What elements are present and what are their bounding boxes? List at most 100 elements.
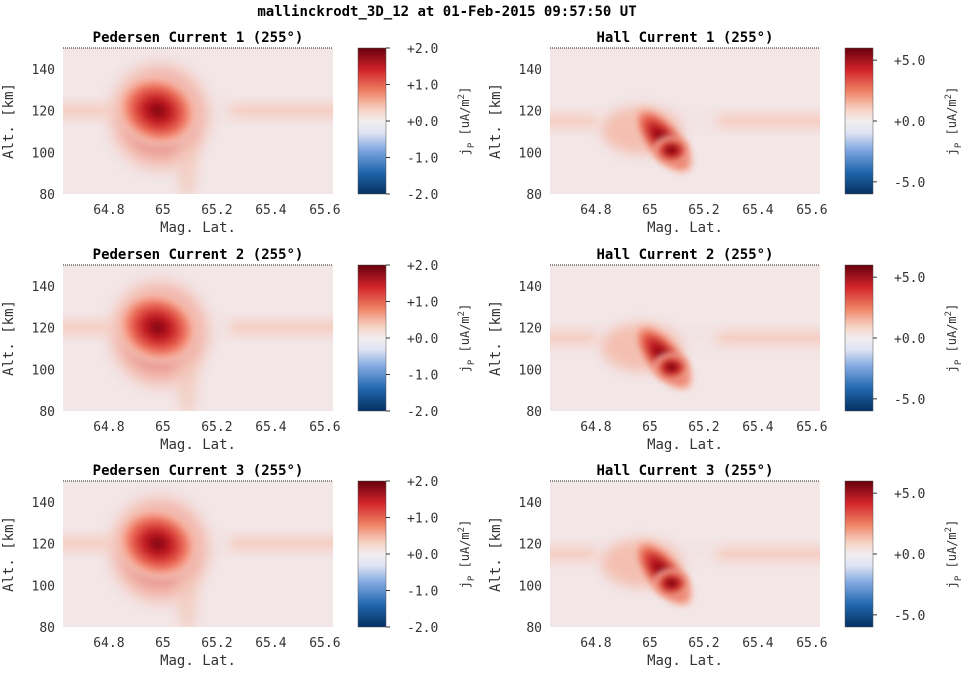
- colorbar: [357, 47, 387, 195]
- y-axis-label: Alt. [km]: [488, 83, 504, 159]
- heatmap-field: [63, 271, 333, 411]
- y-axis-label: Alt. [km]: [1, 516, 17, 592]
- colorbar-label: jP [uA/m2]: [944, 304, 964, 373]
- y-axis-label: Alt. [km]: [1, 300, 17, 376]
- colorbar: [357, 480, 387, 628]
- heatmap-field: [550, 104, 820, 177]
- x-axis-label: Mag. Lat.: [647, 653, 723, 669]
- y-tick-label: 120: [519, 322, 542, 337]
- figure-title: mallinckrodt_3D_12 at 01-Feb-2015 09:57:…: [257, 4, 636, 20]
- panel-title: Hall Current 1 (255°): [596, 30, 773, 46]
- colorbar-tick-label: +0.0: [407, 115, 438, 130]
- y-tick-label: 80: [39, 621, 55, 636]
- y-tick-label: 80: [526, 188, 542, 203]
- colorbar-tick-label: +1.0: [407, 296, 438, 311]
- x-tick-label: 65.4: [742, 420, 773, 435]
- y-tick-label: 100: [32, 579, 55, 594]
- colorbar-tick-label: -2.0: [407, 621, 438, 636]
- colorbar-tick-label: +1.0: [407, 79, 438, 94]
- y-tick-label: 100: [519, 146, 542, 161]
- x-tick-label: 65.6: [309, 420, 340, 435]
- colorbar: [357, 264, 387, 412]
- colorbar-tick-label: -2.0: [407, 405, 438, 420]
- x-axis-label: Mag. Lat.: [647, 437, 723, 453]
- panel-title: Hall Current 2 (255°): [596, 247, 773, 263]
- y-tick-label: 140: [519, 280, 542, 295]
- x-tick-label: 65: [155, 636, 171, 651]
- heatmap-peak: [113, 504, 202, 583]
- x-tick-label: 65.2: [201, 420, 232, 435]
- y-tick-label: 120: [519, 105, 542, 120]
- x-tick-label: 65.6: [309, 203, 340, 218]
- x-tick-label: 65.6: [796, 636, 827, 651]
- colorbar-tick-label: -2.0: [407, 188, 438, 203]
- x-tick-label: 65.4: [255, 636, 286, 651]
- colorbar-label: jP [uA/m2]: [457, 304, 477, 373]
- colorbar-tick-label: -1.0: [407, 369, 438, 384]
- x-tick-label: 65.4: [255, 420, 286, 435]
- heatmap-field: [63, 54, 333, 194]
- y-tick-label: 100: [32, 146, 55, 161]
- colorbar-tick-label: +1.0: [407, 512, 438, 527]
- y-tick-label: 120: [32, 538, 55, 553]
- colorbar-tick-label: +0.0: [894, 548, 925, 563]
- colorbar-tick-label: +2.0: [407, 259, 438, 274]
- x-tick-label: 65.2: [201, 636, 232, 651]
- x-axis-label: Mag. Lat.: [160, 437, 236, 453]
- heatmap-field: [550, 321, 820, 394]
- x-tick-label: 65: [155, 203, 171, 218]
- y-tick-label: 140: [32, 496, 55, 511]
- x-tick-label: 65.4: [742, 636, 773, 651]
- x-axis-label: Mag. Lat.: [647, 220, 723, 236]
- heatmap-peak: [651, 134, 692, 167]
- heatmap-tail: [177, 571, 198, 627]
- x-tick-label: 65.2: [688, 636, 719, 651]
- y-tick-label: 140: [32, 280, 55, 295]
- colorbar-label: jP [uA/m2]: [944, 520, 964, 589]
- y-tick-label: 80: [526, 405, 542, 420]
- colorbar-tick-label: +5.0: [894, 271, 925, 286]
- y-tick-label: 120: [32, 105, 55, 120]
- colorbar: [844, 480, 874, 628]
- panel-title: Pedersen Current 1 (255°): [93, 30, 304, 46]
- y-tick-label: 100: [519, 579, 542, 594]
- x-tick-label: 64.8: [580, 636, 611, 651]
- x-tick-label: 65: [155, 420, 171, 435]
- colorbar-tick-label: -5.0: [894, 176, 925, 191]
- panel-title: Pedersen Current 2 (255°): [93, 247, 304, 263]
- x-tick-label: 65.6: [796, 203, 827, 218]
- colorbar-tick-label: +0.0: [894, 332, 925, 347]
- x-tick-label: 65.6: [309, 636, 340, 651]
- x-tick-label: 65: [642, 636, 658, 651]
- y-tick-label: 120: [519, 538, 542, 553]
- heatmap-field: [63, 487, 333, 627]
- y-tick-label: 140: [32, 63, 55, 78]
- x-tick-label: 64.8: [93, 203, 124, 218]
- x-tick-label: 64.8: [580, 420, 611, 435]
- colorbar-tick-label: -1.0: [407, 585, 438, 600]
- panel-4: Hall Current 2 (255°) 64.8 65 65.2 65.4 65.6 8…: [488, 247, 964, 453]
- colorbar-tick-label: -5.0: [894, 609, 925, 624]
- x-tick-label: 65.6: [796, 420, 827, 435]
- x-tick-label: 65: [642, 420, 658, 435]
- y-tick-label: 100: [32, 363, 55, 378]
- y-axis-label: Alt. [km]: [488, 300, 504, 376]
- y-axis-label: Alt. [km]: [488, 516, 504, 592]
- colorbar-tick-label: +0.0: [894, 115, 925, 130]
- colorbar-tick-label: +0.0: [407, 332, 438, 347]
- colorbar-tick-label: +2.0: [407, 42, 438, 57]
- colorbar-label: jP [uA/m2]: [944, 87, 964, 156]
- x-tick-label: 64.8: [580, 203, 611, 218]
- heatmap-peak: [113, 71, 202, 150]
- x-tick-label: 65.4: [255, 203, 286, 218]
- x-tick-label: 65.2: [201, 203, 232, 218]
- heatmap-peak: [651, 351, 692, 384]
- colorbar-tick-label: -1.0: [407, 152, 438, 167]
- x-axis-label: Mag. Lat.: [160, 220, 236, 236]
- colorbar-tick-label: +5.0: [894, 487, 925, 502]
- colorbar-label: jP [uA/m2]: [457, 520, 477, 589]
- panel-2: Hall Current 1 (255°) 64.8 65 65.2 65.4 65.6 8…: [488, 30, 964, 236]
- panel-1: Pedersen Current 1 (255°) 64.8 65 65.2 65.4 6…: [1, 30, 477, 236]
- colorbar-tick-label: -5.0: [894, 393, 925, 408]
